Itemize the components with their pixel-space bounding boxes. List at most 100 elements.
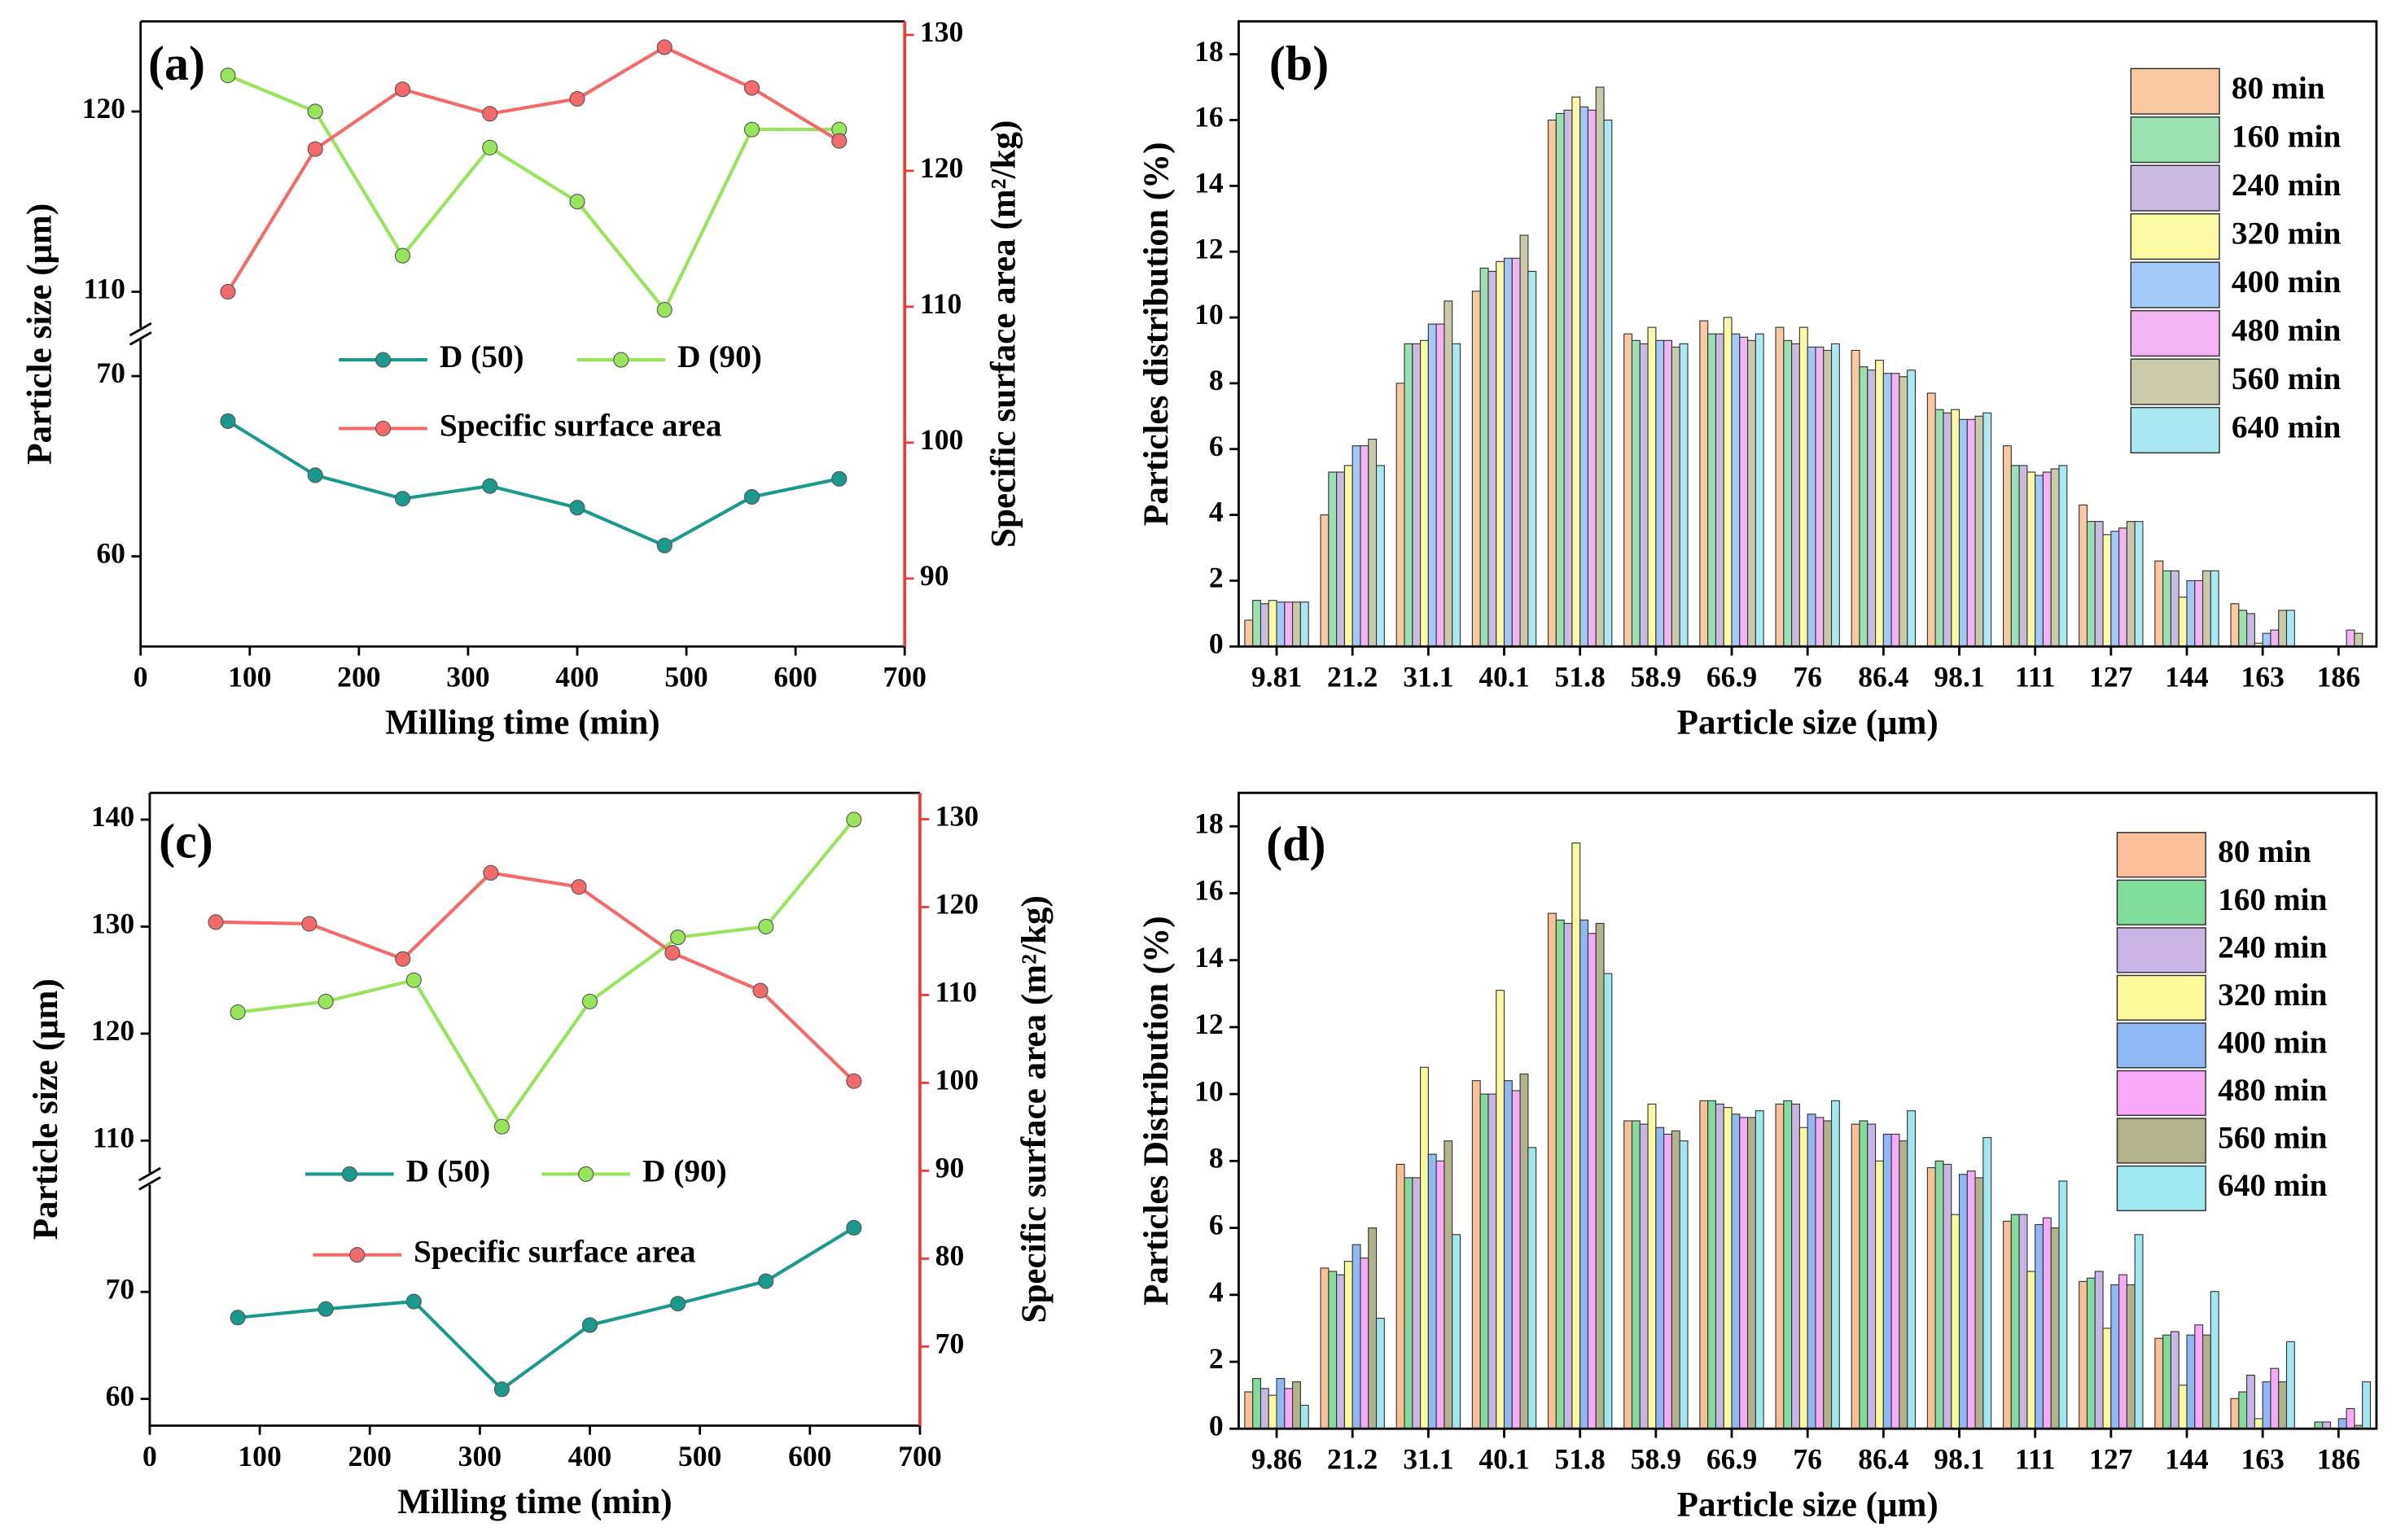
bar bbox=[1671, 1130, 1680, 1429]
plot-frame bbox=[1238, 20, 2378, 648]
x-tick-label: 86.4 bbox=[1858, 661, 1908, 693]
data-point bbox=[752, 982, 769, 999]
panel-label: (b) bbox=[1269, 37, 1329, 90]
y-tick-label: 130 bbox=[91, 908, 134, 940]
legend-label: 80 min bbox=[2218, 833, 2311, 869]
x-axis-label: Particle size (μm) bbox=[1677, 1486, 1939, 1525]
x-tick-label: 200 bbox=[348, 1440, 392, 1472]
bar bbox=[2262, 632, 2272, 647]
data-point bbox=[301, 916, 318, 932]
data-point bbox=[831, 133, 848, 149]
y-tick-label: 10 bbox=[1194, 298, 1224, 330]
legend-label: 320 min bbox=[2232, 216, 2342, 252]
bar bbox=[2194, 1324, 2204, 1429]
bar bbox=[1867, 370, 1877, 647]
bar bbox=[1368, 1227, 1378, 1429]
bar bbox=[2154, 1337, 2164, 1429]
bar bbox=[1926, 392, 1936, 647]
legend-label: 640 min bbox=[2218, 1167, 2328, 1203]
y2-tick-label: 100 bbox=[935, 1064, 979, 1096]
bar bbox=[1951, 409, 1960, 647]
y-tick-label: 70 bbox=[106, 1272, 135, 1305]
bar bbox=[1587, 109, 1597, 647]
x-axis-label: Milling time (min) bbox=[385, 704, 659, 742]
bar bbox=[2270, 629, 2280, 647]
x-tick-label: 163 bbox=[2241, 1443, 2284, 1476]
bar bbox=[1555, 112, 1565, 647]
x-tick-label: 31.1 bbox=[1403, 1443, 1453, 1476]
x-tick-label: 66.9 bbox=[1706, 1443, 1757, 1476]
bar bbox=[1343, 1261, 1353, 1429]
bar bbox=[2079, 1280, 2088, 1429]
bar bbox=[1926, 1167, 1936, 1429]
bar bbox=[1775, 1103, 1785, 1429]
y-tick-label: 4 bbox=[1209, 496, 1224, 528]
bar bbox=[1731, 1113, 1741, 1429]
bar bbox=[1471, 291, 1481, 647]
bar bbox=[1292, 602, 1301, 647]
series-line bbox=[227, 73, 839, 313]
legend-swatch bbox=[2130, 406, 2220, 454]
legend-swatch bbox=[2116, 927, 2206, 973]
bar bbox=[1707, 333, 1717, 647]
bar bbox=[2278, 1381, 2288, 1429]
bar bbox=[2262, 1381, 2272, 1429]
y-tick-label: 18 bbox=[1194, 807, 1224, 839]
data-point bbox=[483, 864, 499, 881]
y2-tick-label: 100 bbox=[920, 423, 963, 456]
bar bbox=[1268, 600, 1277, 647]
data-point bbox=[307, 103, 323, 120]
bar bbox=[1830, 343, 1840, 647]
bar bbox=[1260, 603, 1269, 647]
bar bbox=[1299, 1404, 1309, 1429]
bar bbox=[1755, 1110, 1764, 1429]
y2-tick-label: 130 bbox=[920, 15, 963, 48]
plot-frame bbox=[1238, 791, 2378, 1430]
x-tick-label: 100 bbox=[228, 661, 271, 693]
bar bbox=[1503, 1080, 1513, 1429]
bar bbox=[1663, 1133, 1672, 1429]
bar bbox=[1511, 257, 1521, 647]
bar bbox=[2002, 445, 2012, 647]
legend-swatch bbox=[2130, 68, 2220, 115]
bar bbox=[1943, 1163, 1952, 1429]
bar bbox=[2202, 1334, 2211, 1429]
series-line bbox=[226, 45, 840, 293]
bar bbox=[1444, 300, 1453, 647]
bar bbox=[2050, 468, 2060, 647]
bar bbox=[2118, 1274, 2127, 1429]
y-tick-label: 6 bbox=[1209, 1209, 1224, 1241]
x-tick-label: 51.8 bbox=[1555, 1443, 1606, 1476]
bar bbox=[1503, 257, 1513, 647]
bar bbox=[1527, 270, 1537, 647]
legend-marker bbox=[613, 352, 629, 368]
bar bbox=[1547, 119, 1557, 647]
bar bbox=[1974, 415, 1984, 647]
bar bbox=[1807, 346, 1816, 647]
bar bbox=[2178, 1385, 2188, 1429]
y-axis-label: Particle size (μm) bbox=[21, 203, 59, 465]
legend-label: D (90) bbox=[677, 339, 762, 374]
bar bbox=[1479, 267, 1489, 647]
bar bbox=[1631, 1120, 1641, 1429]
legend-swatch bbox=[2116, 1118, 2206, 1164]
data-point bbox=[569, 500, 585, 516]
data-point bbox=[581, 993, 598, 1009]
bar bbox=[1631, 339, 1641, 647]
legend-swatch bbox=[2116, 1022, 2206, 1069]
bar bbox=[2354, 632, 2364, 647]
bar bbox=[1252, 600, 1262, 647]
legend-marker bbox=[375, 352, 392, 368]
data-point bbox=[758, 918, 774, 934]
bar bbox=[1368, 439, 1378, 647]
bar bbox=[2026, 471, 2036, 647]
bar bbox=[1899, 376, 1908, 647]
legend-label: D (50) bbox=[406, 1153, 491, 1188]
data-point bbox=[743, 80, 760, 96]
bar bbox=[1555, 919, 1565, 1429]
bar bbox=[2202, 570, 2211, 647]
data-point bbox=[482, 478, 498, 494]
bar bbox=[1867, 1123, 1877, 1429]
y-tick-label: 60 bbox=[106, 1380, 135, 1412]
